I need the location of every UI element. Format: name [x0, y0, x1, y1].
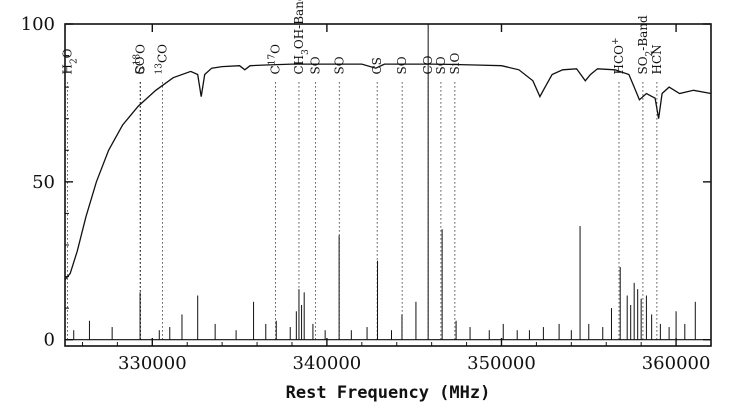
y-tick-label-2: 100 [21, 14, 55, 35]
y-tick-label-0: 0 [44, 330, 55, 351]
line-label-6: SO [308, 56, 322, 74]
x-tick-label-1: 340000 [293, 353, 362, 374]
x-tick-label-2: 350000 [467, 353, 536, 374]
line-label-12: SiO [448, 52, 462, 74]
transmission-curve [64, 63, 712, 281]
y-tick-label-1: 50 [32, 172, 55, 193]
x-tick-label-0: 330000 [118, 353, 187, 374]
line-label-4: C17O [268, 44, 283, 75]
line-label-3: 13CO [155, 44, 170, 75]
line-label-8: CS [370, 57, 384, 74]
line-label-0: H2O [61, 48, 80, 74]
y-axis-ticks: 0 50 100 [21, 14, 711, 351]
plot-frame [64, 23, 712, 347]
x-tick-label-3: 360000 [642, 353, 711, 374]
x-axis-title: Rest Frequency (MHz) [286, 383, 491, 403]
line-label-13: HCO+ [611, 37, 626, 74]
line-label-9: SO [395, 56, 409, 74]
line-label-2: C18O [133, 44, 148, 75]
line-label-10: CO [421, 55, 435, 74]
line-label-1: SO [133, 56, 147, 74]
x-axis-ticks: 330000 340000 350000 360000 [81, 24, 712, 374]
line-label-15: HCN [650, 44, 664, 74]
line-label-7: SO [332, 56, 346, 74]
line-label-11: SO [434, 56, 448, 74]
